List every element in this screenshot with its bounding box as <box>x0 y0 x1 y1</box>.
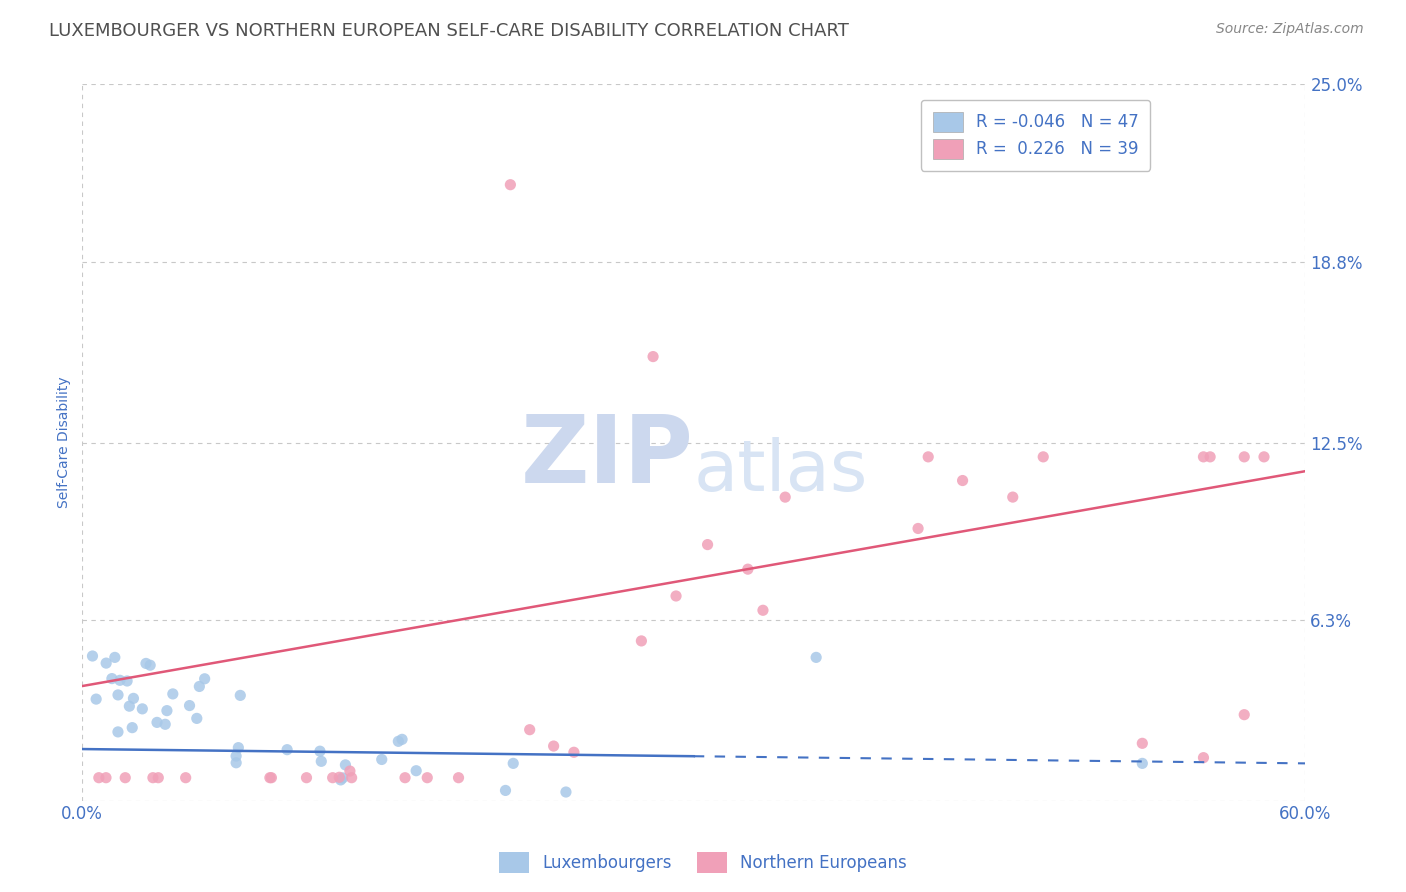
Point <box>1192 450 1215 464</box>
Point <box>135 657 157 671</box>
Point <box>665 589 688 603</box>
Point <box>311 755 333 769</box>
Point <box>276 742 298 756</box>
Point <box>229 689 252 703</box>
Point <box>519 723 541 737</box>
Point <box>495 783 517 797</box>
Point <box>405 764 427 778</box>
Point <box>225 749 247 764</box>
Point <box>101 672 124 686</box>
Point <box>394 771 416 785</box>
Legend: Luxembourgers, Northern Europeans: Luxembourgers, Northern Europeans <box>492 846 914 880</box>
Legend: R = -0.046   N = 47, R =  0.226   N = 39: R = -0.046 N = 47, R = 0.226 N = 39 <box>921 100 1150 170</box>
Point <box>499 178 522 192</box>
Text: LUXEMBOURGER VS NORTHERN EUROPEAN SELF-CARE DISABILITY CORRELATION CHART: LUXEMBOURGER VS NORTHERN EUROPEAN SELF-C… <box>49 22 849 40</box>
Point <box>146 715 169 730</box>
Point <box>139 658 162 673</box>
Point <box>259 771 281 785</box>
Point <box>142 771 165 785</box>
Point <box>328 770 350 784</box>
Point <box>186 711 208 725</box>
Point <box>1199 450 1222 464</box>
Point <box>1001 490 1024 504</box>
Point <box>329 772 352 787</box>
Point <box>339 764 361 778</box>
Point <box>391 732 413 747</box>
Point <box>907 521 929 535</box>
Point <box>104 650 127 665</box>
Point <box>555 785 578 799</box>
Point <box>371 752 394 766</box>
Point <box>387 734 409 748</box>
Point <box>108 673 131 688</box>
Point <box>543 739 565 753</box>
Point <box>107 725 129 739</box>
Point <box>118 699 141 714</box>
Point <box>773 490 796 504</box>
Point <box>179 698 201 713</box>
Point <box>114 771 136 785</box>
Text: Source: ZipAtlas.com: Source: ZipAtlas.com <box>1216 22 1364 37</box>
Point <box>1130 736 1153 750</box>
Point <box>121 721 143 735</box>
Point <box>309 744 332 758</box>
Point <box>295 771 318 785</box>
Point <box>156 704 179 718</box>
Point <box>188 680 211 694</box>
Point <box>115 673 138 688</box>
Point <box>1130 756 1153 771</box>
Point <box>84 692 107 706</box>
Point <box>225 756 247 770</box>
Point <box>107 688 129 702</box>
Point <box>630 634 652 648</box>
Point <box>131 702 153 716</box>
Point <box>416 771 439 785</box>
Point <box>96 656 118 670</box>
Point <box>260 771 283 785</box>
Point <box>194 672 217 686</box>
Point <box>1032 450 1054 464</box>
Point <box>174 771 197 785</box>
Y-axis label: Self-Care Disability: Self-Care Disability <box>58 376 72 508</box>
Point <box>1192 750 1215 764</box>
Text: atlas: atlas <box>693 437 869 506</box>
Point <box>162 687 184 701</box>
Point <box>335 757 357 772</box>
Point <box>148 771 170 785</box>
Point <box>696 538 718 552</box>
Point <box>447 771 470 785</box>
Text: ZIP: ZIP <box>522 411 693 503</box>
Point <box>752 603 775 617</box>
Point <box>1233 450 1256 464</box>
Point <box>562 745 585 759</box>
Point <box>340 771 363 785</box>
Point <box>1253 450 1275 464</box>
Point <box>737 562 759 576</box>
Point <box>82 648 104 663</box>
Point <box>122 691 145 706</box>
Point <box>1233 707 1256 722</box>
Point <box>641 350 664 364</box>
Point <box>87 771 110 785</box>
Point <box>332 771 354 785</box>
Point <box>322 771 344 785</box>
Point <box>952 474 974 488</box>
Point <box>917 450 939 464</box>
Point <box>153 717 176 731</box>
Point <box>94 771 117 785</box>
Point <box>502 756 524 771</box>
Point <box>804 650 827 665</box>
Point <box>228 740 250 755</box>
